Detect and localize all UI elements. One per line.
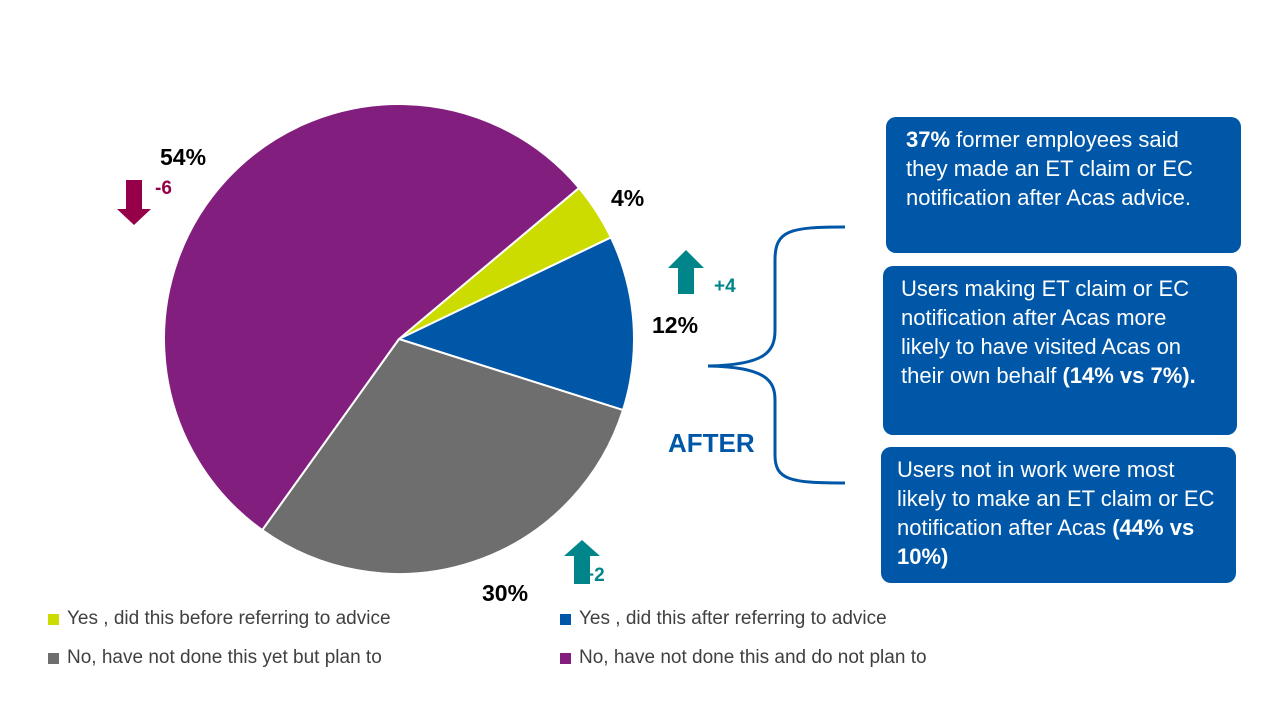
- label-54: 54%: [160, 144, 207, 170]
- box-text: former employees said they made an ET cl…: [906, 127, 1193, 210]
- legend-swatch: [48, 652, 59, 664]
- legend-label: No, have not done this and do not plan t…: [579, 647, 927, 668]
- box-text: Users making ET claim or EC notification…: [901, 276, 1190, 388]
- label-30: 30%: [482, 580, 529, 606]
- legend-swatch: [48, 613, 59, 625]
- pie-slice-3: [163, 103, 581, 532]
- legend-item: No, have not done this yet but plan to: [48, 647, 382, 669]
- legend-item: No, have not done this and do not plan t…: [560, 647, 927, 669]
- arrow-up-icon: [564, 540, 600, 584]
- info-box-2: Users making ET claim or EC notification…: [883, 266, 1237, 435]
- info-box-1: 37% former employees said they made an E…: [886, 117, 1241, 253]
- pie-slice-1: [396, 236, 635, 412]
- info-box-3: Users not in work were most likely to ma…: [881, 447, 1236, 583]
- after-label: AFTER: [668, 428, 755, 458]
- label-4: 4%: [611, 185, 645, 211]
- box-bold: 37%: [906, 127, 951, 152]
- arrow-up-icon: [668, 250, 704, 294]
- legend-label: No, have not done this yet but plan to: [67, 647, 382, 668]
- legend-swatch: [560, 613, 571, 625]
- change-12: +4: [714, 276, 736, 297]
- label-12: 12%: [652, 312, 699, 338]
- legend-item: Yes , did this before referring to advic…: [48, 608, 391, 630]
- legend-item: Yes , did this after referring to advice: [560, 608, 887, 630]
- legend-label: Yes , did this before referring to advic…: [67, 608, 391, 629]
- box-text: Users not in work were most likely to ma…: [897, 457, 1215, 540]
- curly-brace: [707, 225, 846, 485]
- legend-swatch: [560, 652, 571, 664]
- change-54: -6: [155, 178, 172, 199]
- legend-label: Yes , did this after referring to advice: [579, 608, 887, 629]
- box-bold: (14% vs 7%).: [1062, 363, 1196, 388]
- box-bold: (44% vs 10%): [897, 515, 1195, 569]
- arrow-down-icon: [117, 180, 151, 225]
- pie-slice-2: [260, 337, 625, 575]
